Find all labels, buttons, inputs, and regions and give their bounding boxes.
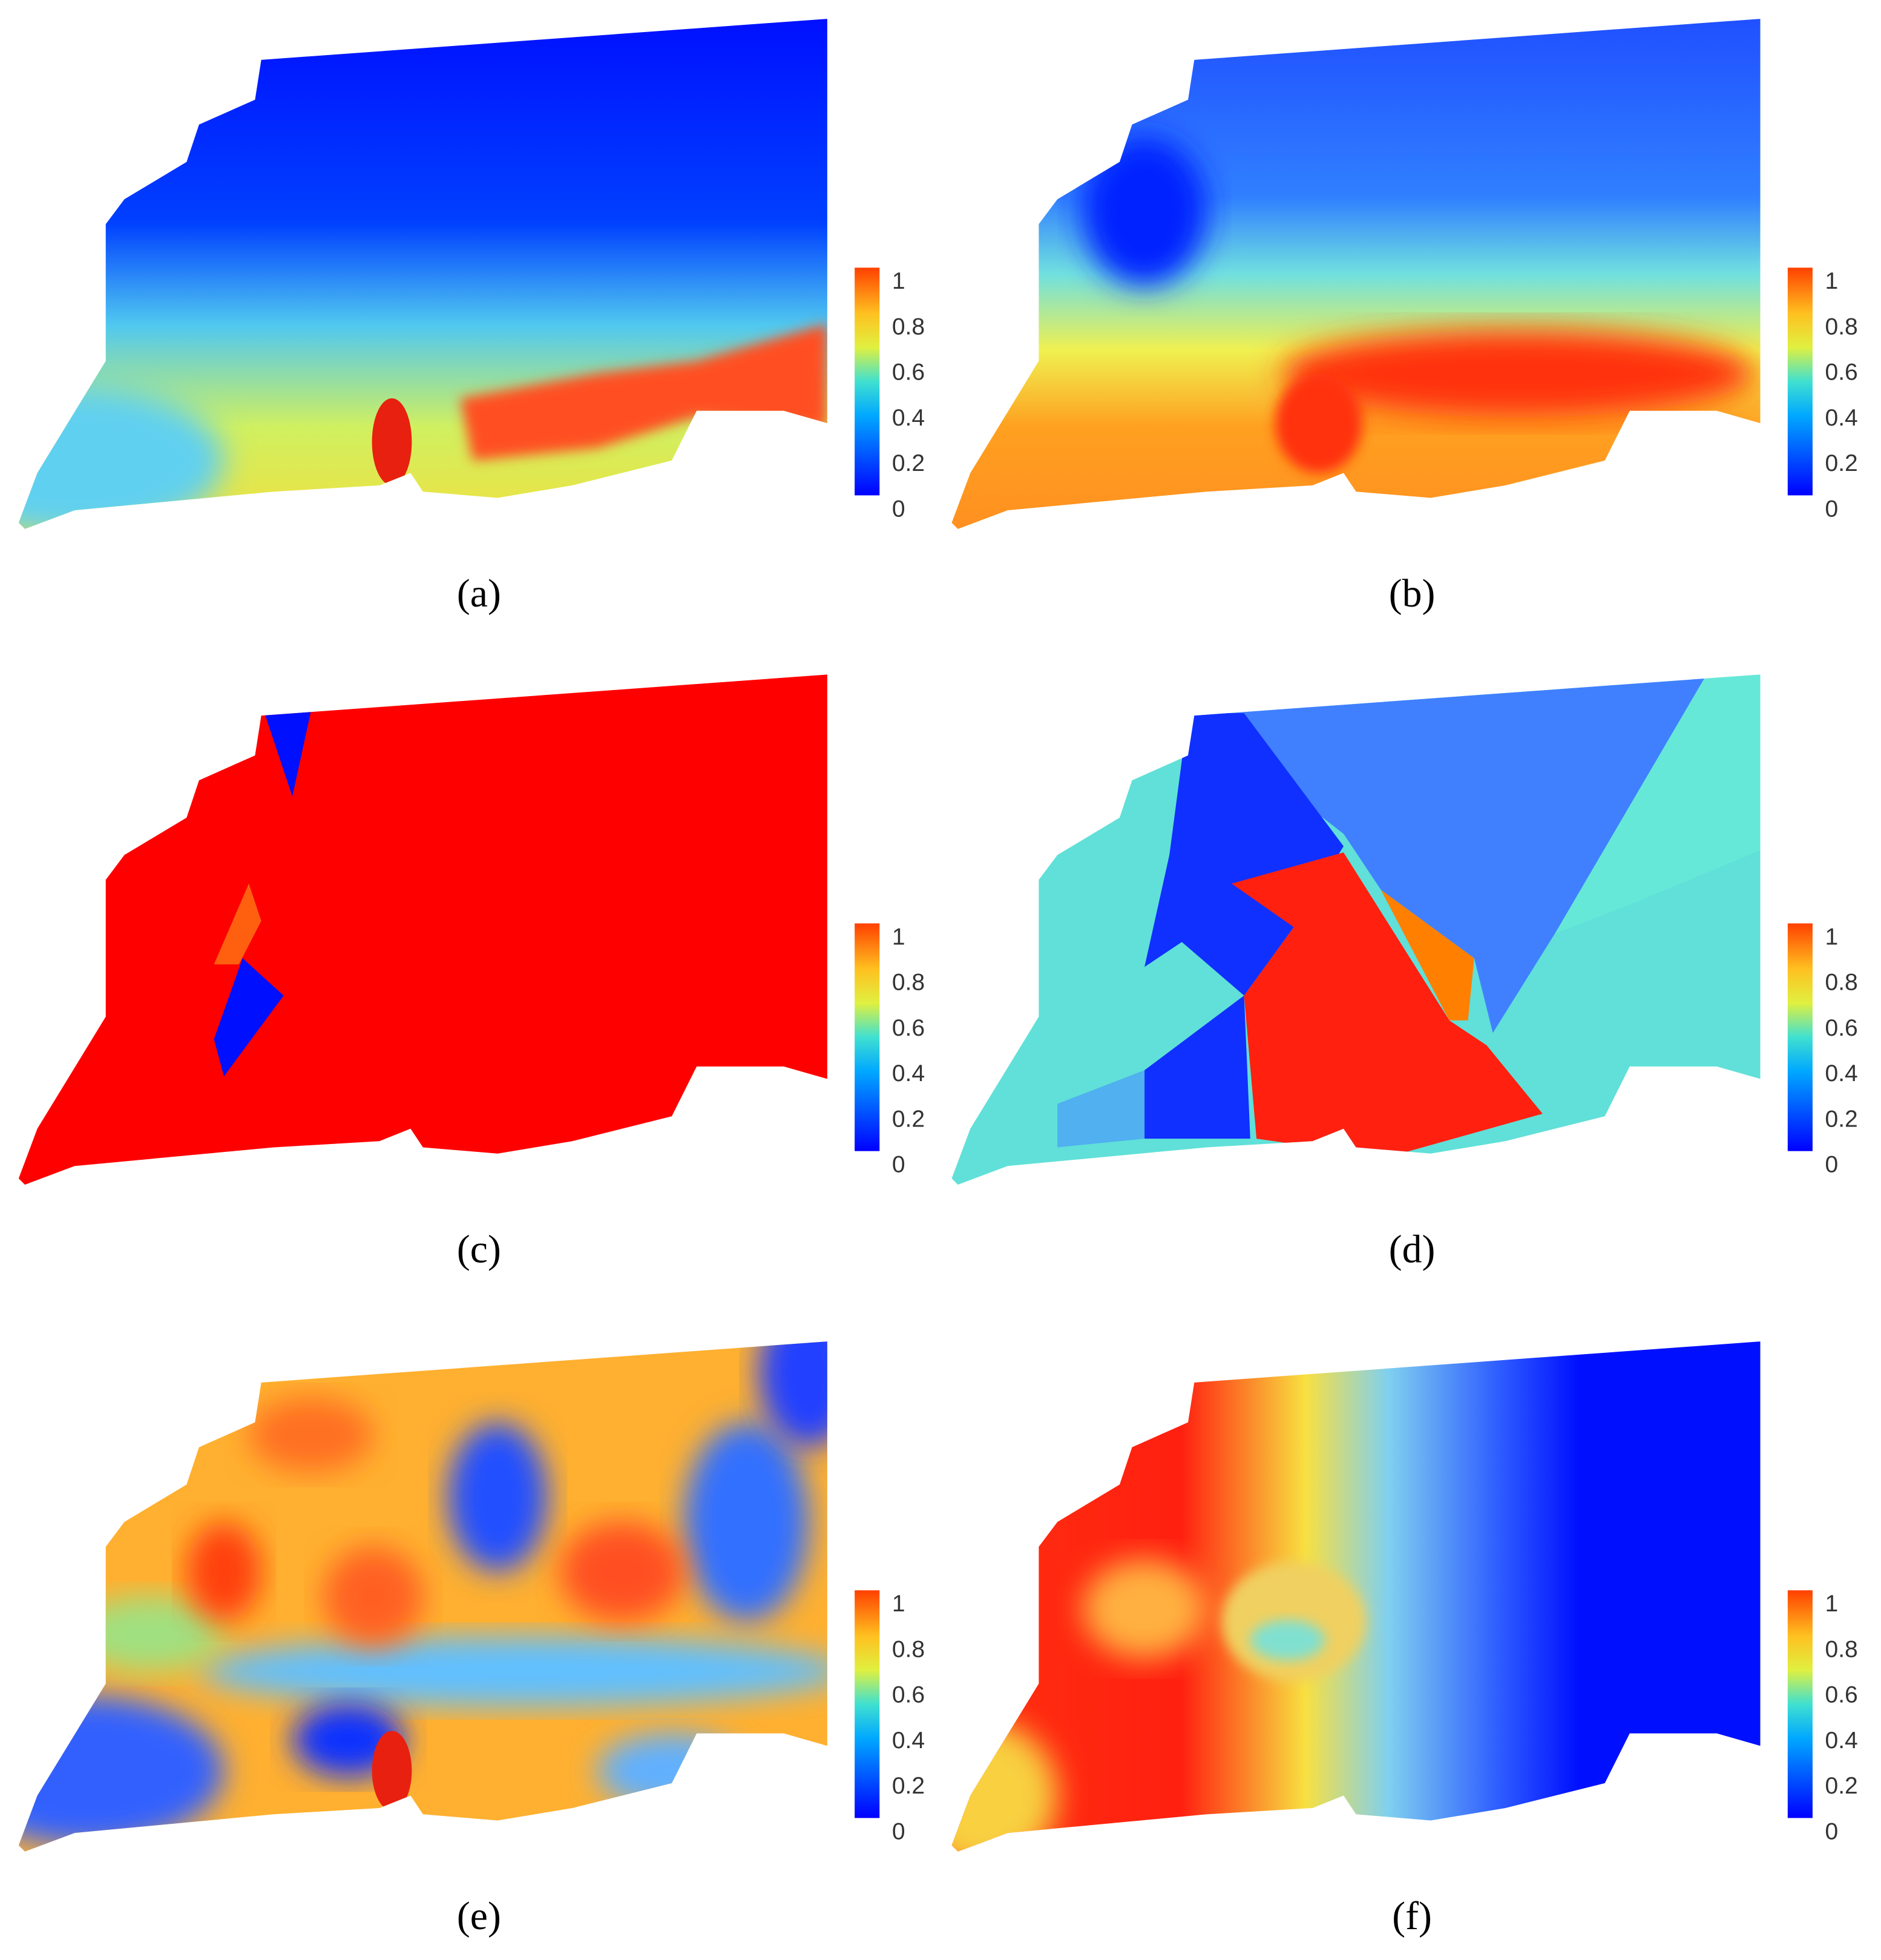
colorbar-tick-label: 1 [1825, 268, 1839, 294]
colorbar-tick-label: 1 [1825, 924, 1839, 950]
map [951, 1341, 1761, 1852]
colorbar-tick-label: 0 [1825, 1152, 1839, 1178]
panel-label: (c) [457, 1227, 501, 1271]
panel-label: (a) [457, 571, 501, 616]
colorbar-tick-label: 0.2 [1825, 450, 1858, 476]
colorbar-tick-label: 0.8 [892, 314, 925, 340]
panel: 0 0.2 0.4 0.6 0.8 1 (b) [951, 19, 1858, 616]
panel-label: (e) [457, 1894, 501, 1938]
colorbar-tick-label: 0.8 [892, 1636, 925, 1662]
map [951, 19, 1761, 529]
colorbar-tick-label: 0.4 [892, 1728, 925, 1754]
colorbar-tick-label: 0.2 [892, 1773, 925, 1799]
colorbar-tick-label: 0.6 [892, 1682, 925, 1708]
panel: 0 0.2 0.4 0.6 0.8 1 (a) [18, 19, 925, 616]
colorbar-tick-label: 1 [892, 1591, 905, 1617]
colorbar [1787, 268, 1813, 496]
colorbar-tick-label: 1 [892, 268, 905, 294]
map [18, 1341, 827, 1852]
colorbar [855, 268, 880, 496]
colorbar-tick-label: 0.2 [892, 450, 925, 476]
panel: 0 0.2 0.4 0.6 0.8 1 (f) [951, 1341, 1858, 1938]
colorbar-tick-label: 0.2 [1825, 1106, 1858, 1132]
colorbar-tick-label: 0 [1825, 496, 1839, 522]
colorbar [855, 923, 880, 1151]
colorbar-tick-label: 0.8 [1825, 970, 1858, 996]
colorbar-tick-label: 0.6 [892, 360, 925, 386]
panel: 0 0.2 0.4 0.6 0.8 1 (d) [951, 674, 1858, 1271]
panel: 0 0.2 0.4 0.6 0.8 1 (e) [18, 1341, 925, 1938]
colorbar-tick-label: 0.2 [892, 1106, 925, 1132]
map [18, 19, 827, 529]
colorbar [1787, 923, 1813, 1151]
colorbar-tick-label: 0 [892, 1152, 905, 1178]
colorbar-tick-label: 0 [1825, 1818, 1839, 1844]
panel-label: (f) [1392, 1894, 1432, 1938]
colorbar-tick-label: 0.4 [892, 1061, 925, 1087]
colorbar-tick-label: 0.8 [892, 970, 925, 996]
panel: 0 0.2 0.4 0.6 0.8 1 (c) [18, 674, 925, 1271]
colorbar-tick-label: 0.6 [1825, 1015, 1858, 1041]
colorbar-tick-label: 0 [892, 1818, 905, 1844]
map [951, 674, 1761, 1185]
colorbar-tick-label: 0.6 [1825, 1682, 1858, 1708]
colorbar-tick-label: 0.6 [892, 1015, 925, 1041]
colorbar-tick-label: 0.8 [1825, 314, 1858, 340]
colorbar-tick-label: 0.4 [892, 405, 925, 431]
colorbar-tick-label: 1 [892, 924, 905, 950]
colorbar [1787, 1590, 1813, 1818]
panel-label: (d) [1389, 1227, 1436, 1271]
colorbar-tick-label: 0.2 [1825, 1773, 1858, 1799]
colorbar-tick-label: 0.8 [1825, 1636, 1858, 1662]
map [18, 674, 827, 1185]
panel-label: (b) [1389, 571, 1436, 616]
colorbar-tick-label: 0.4 [1825, 1728, 1858, 1754]
colorbar [855, 1590, 880, 1818]
colorbar-tick-label: 0.4 [1825, 405, 1858, 431]
colorbar-tick-label: 0 [892, 496, 905, 522]
colorbar-tick-label: 0.6 [1825, 360, 1858, 386]
colorbar-tick-label: 1 [1825, 1591, 1839, 1617]
colorbar-tick-label: 0.4 [1825, 1061, 1858, 1087]
